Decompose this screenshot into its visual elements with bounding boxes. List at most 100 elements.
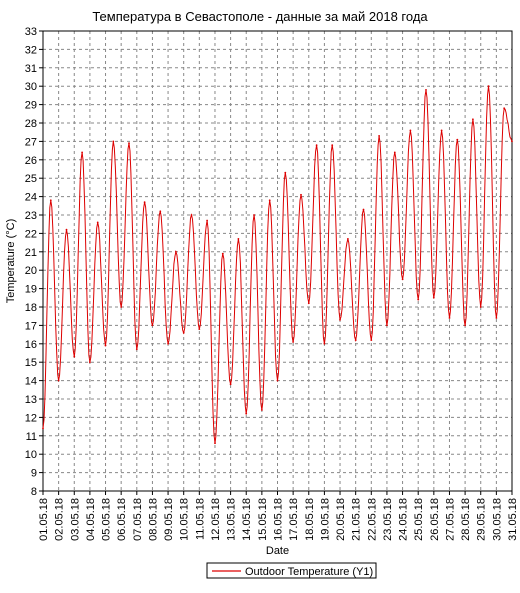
data-point (339, 319, 341, 321)
series-0 (42, 85, 513, 445)
data-point (253, 214, 256, 216)
data-point (206, 219, 209, 222)
data-point (300, 193, 302, 196)
x-tick-label: 17.05.18 (288, 498, 300, 541)
x-tick-label: 01.05.18 (38, 498, 50, 541)
x-tick-label: 22.05.18 (366, 498, 378, 541)
data-point (214, 442, 216, 445)
y-tick-label: 23 (25, 210, 37, 222)
y-tick-label: 19 (25, 284, 37, 296)
data-point (221, 252, 224, 255)
data-point (495, 317, 498, 319)
y-tick-label: 33 (25, 26, 37, 38)
data-point (135, 348, 138, 351)
x-tick-label: 12.05.18 (210, 498, 222, 541)
x-tick-label: 26.05.18 (429, 498, 441, 541)
y-tick-label: 20 (25, 265, 37, 277)
data-point (57, 379, 60, 382)
x-tick-label: 21.05.18 (351, 498, 363, 541)
data-point (198, 328, 201, 330)
data-point (190, 214, 193, 216)
data-point (464, 324, 466, 327)
x-tick-label: 24.05.18 (398, 498, 410, 541)
x-tick-label: 31.05.18 (507, 498, 519, 541)
data-point (440, 129, 443, 132)
data-point (143, 201, 146, 204)
y-tick-label: 27 (25, 136, 37, 148)
y-tick-label: 22 (25, 228, 37, 240)
x-tick-label: 14.05.18 (241, 498, 253, 541)
y-axis: 8 9 10 11 12 13 14 15 16 17 18 19 20 21 22 23 24 25 26 27 28… (25, 26, 43, 498)
x-tick-label: 20.05.18 (335, 498, 347, 541)
data-point (331, 144, 334, 147)
data-point (81, 151, 83, 154)
chart-title: Температура в Севастополе - данные за ма… (92, 9, 428, 24)
y-axis-label: Temperature (°C) (5, 219, 17, 303)
data-point (151, 324, 154, 327)
data-point (229, 383, 232, 386)
x-tick-label: 30.05.18 (491, 498, 503, 541)
data-point (104, 344, 107, 347)
data-point (237, 238, 240, 240)
y-tick-label: 28 (25, 118, 37, 130)
data-point (417, 298, 420, 301)
data-point (112, 140, 115, 143)
data-point (159, 210, 162, 213)
legend-label: Outdoor Temperature (Y1) (245, 566, 373, 578)
data-point (401, 278, 404, 281)
data-point (479, 306, 482, 308)
data-point (96, 221, 99, 224)
x-tick-label: 23.05.18 (382, 498, 394, 541)
y-tick-label: 30 (25, 81, 37, 93)
data-point (268, 199, 271, 202)
series-layer (42, 85, 513, 445)
data-point (362, 208, 365, 211)
data-point (42, 427, 44, 430)
data-point (245, 412, 248, 415)
x-axis: 01.05.18 02.05.18 03.05.18 04.05.18 05.05.18… (38, 491, 519, 541)
y-tick-label: 10 (25, 449, 37, 461)
data-point (370, 339, 373, 341)
x-tick-label: 13.05.18 (226, 498, 238, 541)
y-tick-label: 21 (25, 247, 37, 259)
data-point (511, 140, 513, 143)
x-axis-label: Date (266, 545, 289, 557)
x-tick-label: 27.05.18 (444, 498, 456, 541)
x-tick-label: 29.05.18 (476, 498, 488, 541)
x-tick-label: 03.05.18 (69, 498, 81, 541)
data-point (487, 85, 490, 88)
legend-box (206, 562, 377, 579)
y-tick-label: 11 (26, 431, 37, 443)
x-tick-label: 10.05.18 (179, 498, 191, 541)
legend: Outdoor Temperature (Y1) (206, 562, 377, 579)
data-point (307, 302, 310, 305)
y-tick-label: 8 (31, 486, 37, 498)
x-tick-label: 28.05.18 (460, 498, 472, 541)
x-tick-label: 15.05.18 (257, 498, 269, 541)
y-tick-label: 18 (25, 302, 37, 314)
data-point (425, 89, 427, 91)
y-tick-label: 15 (25, 357, 37, 369)
x-tick-label: 16.05.18 (273, 498, 285, 541)
x-tick-label: 25.05.18 (413, 498, 425, 541)
y-tick-label: 9 (31, 468, 37, 480)
data-point (378, 135, 380, 137)
data-point (292, 341, 294, 343)
data-point (261, 409, 263, 411)
grid (43, 31, 512, 491)
x-tick-label: 04.05.18 (85, 498, 97, 541)
y-tick-label: 13 (25, 394, 37, 406)
data-point (386, 324, 388, 327)
y-tick-label: 14 (25, 376, 37, 388)
data-point (409, 129, 412, 132)
x-tick-label: 19.05.18 (319, 498, 331, 541)
data-point (472, 118, 474, 121)
x-tick-label: 18.05.18 (304, 498, 316, 541)
data-point (432, 296, 435, 299)
x-tick-label: 05.05.18 (101, 498, 113, 541)
data-point (49, 199, 52, 202)
y-tick-label: 24 (25, 192, 37, 204)
y-tick-label: 25 (25, 173, 37, 185)
